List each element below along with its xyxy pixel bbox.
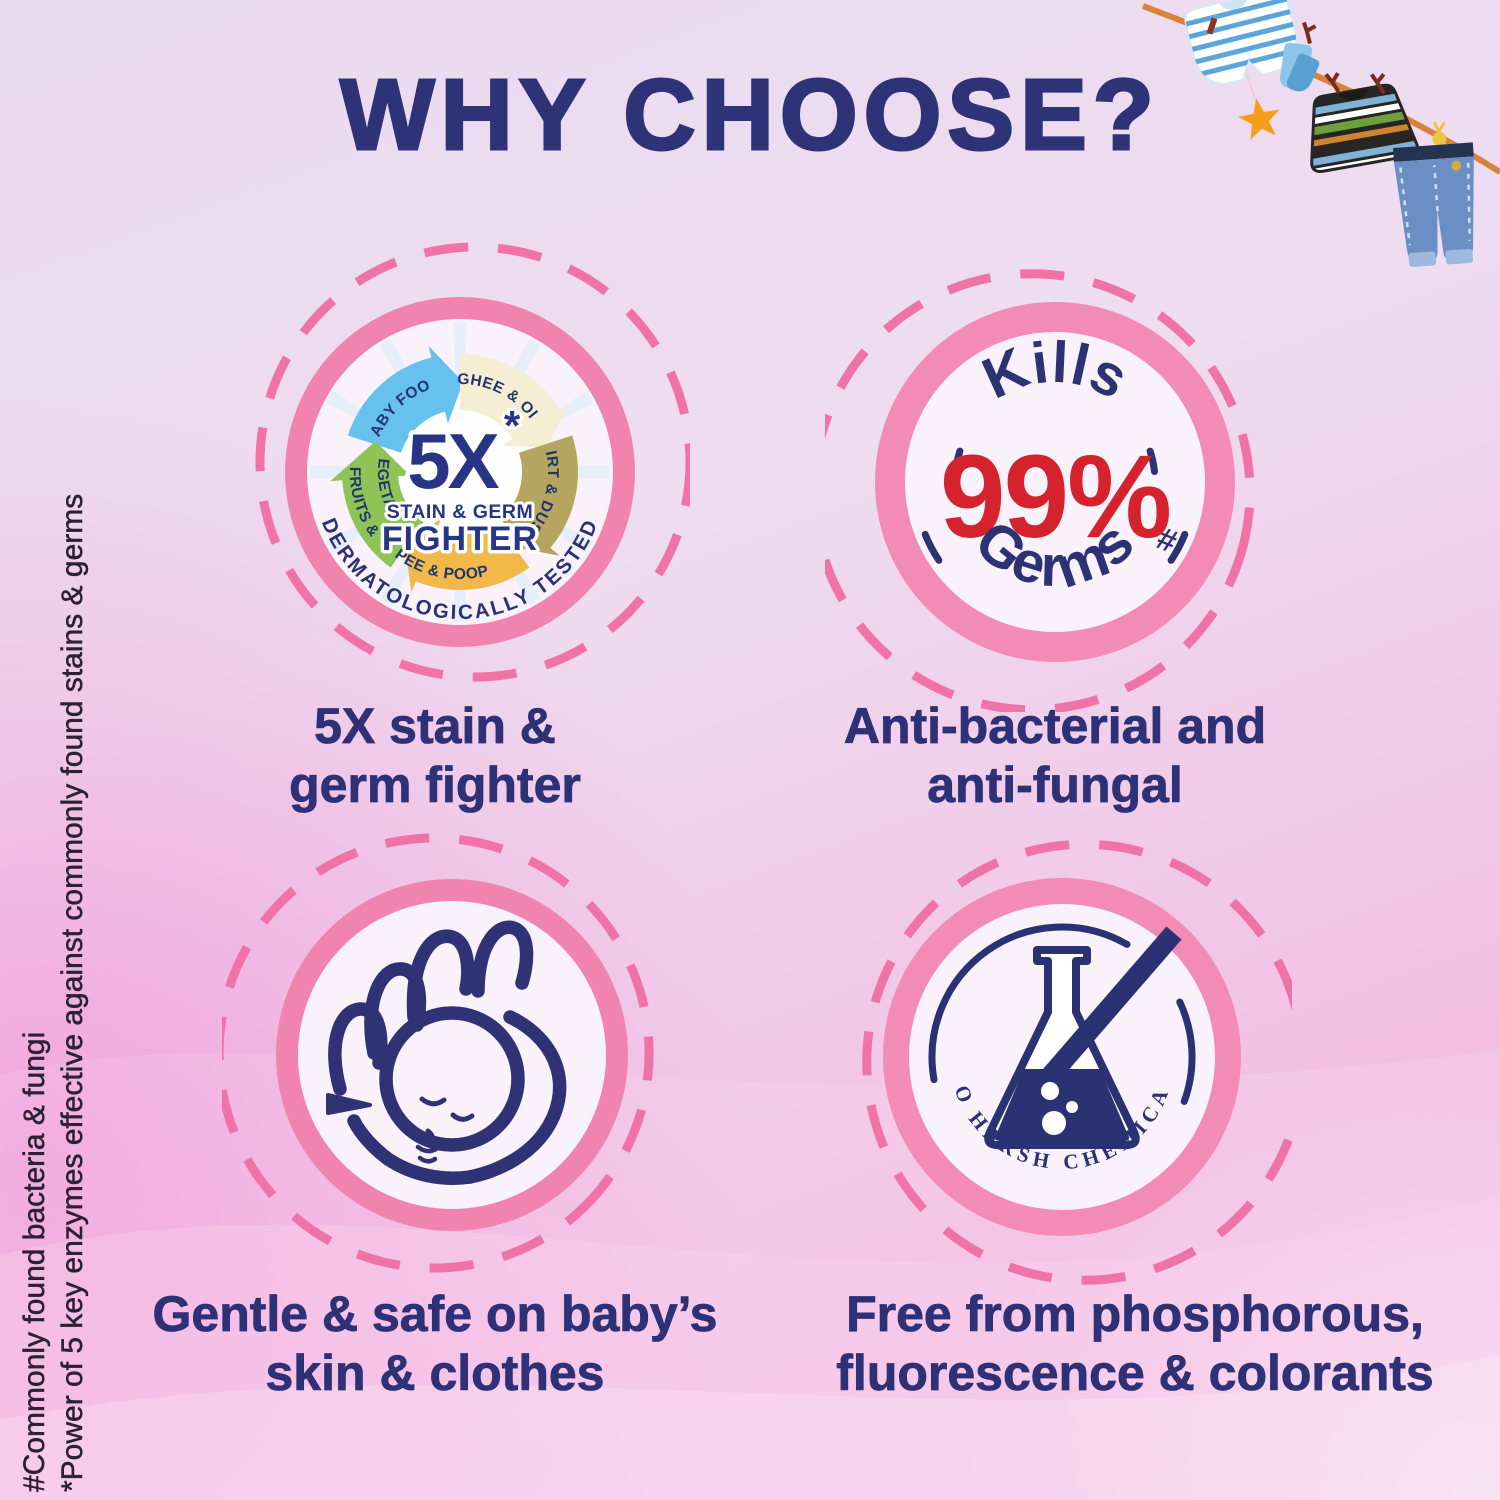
no-chemical-icon: [928, 923, 1196, 1149]
badge-no-harsh-chemical: NO HARSH CHEMICAL: [862, 839, 1292, 1285]
clothespin: [1302, 21, 1317, 45]
footnote-vertical-text: #Commonly found bacteria & fungi *Power …: [16, 493, 92, 1493]
jeans-icon: [1393, 121, 1474, 267]
stain-germ-text: STAIN & GERM: [387, 501, 533, 523]
decorative-dashes: [921, 447, 1189, 564]
footnote-line-2: *Power of 5 key enzymes effective agains…: [56, 493, 90, 1493]
fighter-text: FIGHTER: [382, 520, 538, 558]
five-x-text: 5X: [407, 417, 499, 505]
five-x-logo: 5X * STAIN & GERM FIGHTER: [378, 399, 540, 562]
pink-ring: [875, 302, 1235, 662]
caption-free-from: Free from phosphorous, fluorescence & co…: [810, 1285, 1460, 1402]
clothespin: [1206, 17, 1218, 35]
socks-icon: [1279, 21, 1320, 92]
ninety-nine-percent-text: 99%: [940, 431, 1170, 563]
dashed-ring: [862, 839, 1292, 1285]
caption-line: Gentle & safe on baby’s: [152, 1286, 718, 1343]
sweater-icon: [1310, 72, 1420, 173]
dashed-ring: [255, 242, 690, 682]
arrow-fruits-vegetable: [330, 441, 424, 568]
caption-line: Anti-bacterial and: [843, 698, 1267, 755]
caption-line: Free from phosphorous,: [846, 1286, 1425, 1343]
clothespin: [1432, 131, 1447, 146]
footnote-line-1: #Commonly found bacteria & fungi: [18, 1031, 52, 1492]
arrow-dirt-dust: [498, 435, 579, 556]
arrow-ghee-oil: [460, 354, 571, 448]
caption-line: anti-fungal: [927, 756, 1183, 813]
clothesline-illustration: [1141, 0, 1500, 267]
badge-gentle-safe: [222, 833, 654, 1273]
arrow-pee-poop: [404, 518, 530, 593]
baby-on-hand-icon: [326, 920, 567, 1185]
caption-line: 5X stain &: [314, 698, 557, 755]
caption-gentle-safe: Gentle & safe on baby’s skin & clothes: [110, 1285, 760, 1402]
caption-line: fluorescence & colorants: [836, 1344, 1434, 1401]
caption-line: skin & clothes: [265, 1344, 605, 1401]
asterisk: *: [504, 402, 521, 449]
badge-stain-germ-fighter: BABY FOOD GHEE & OIL DIRT & DUST PEE & P…: [255, 242, 690, 682]
clothespin: [1324, 72, 1342, 95]
dashed-ring: [222, 833, 654, 1273]
page-title: WHY CHOOSE?: [339, 58, 1160, 173]
caption-stain-germ: 5X stain & germ fighter: [185, 697, 685, 814]
caption-line: germ fighter: [289, 756, 582, 813]
clothespin: [1369, 72, 1386, 95]
arrow-baby-food: [347, 345, 464, 453]
star-icon: [1238, 98, 1280, 140]
dashed-ring: [825, 269, 1255, 712]
badge-kills-germs: Kills 99% Germs #: [825, 269, 1255, 712]
caption-antibacterial: Anti-bacterial and anti-fungal: [785, 697, 1325, 814]
stirring-rod: [1024, 926, 1182, 1104]
